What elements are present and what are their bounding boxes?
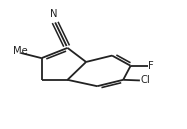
Text: Cl: Cl	[141, 75, 151, 85]
Text: N: N	[50, 9, 57, 19]
Text: Me: Me	[13, 46, 27, 56]
Text: F: F	[148, 61, 154, 71]
